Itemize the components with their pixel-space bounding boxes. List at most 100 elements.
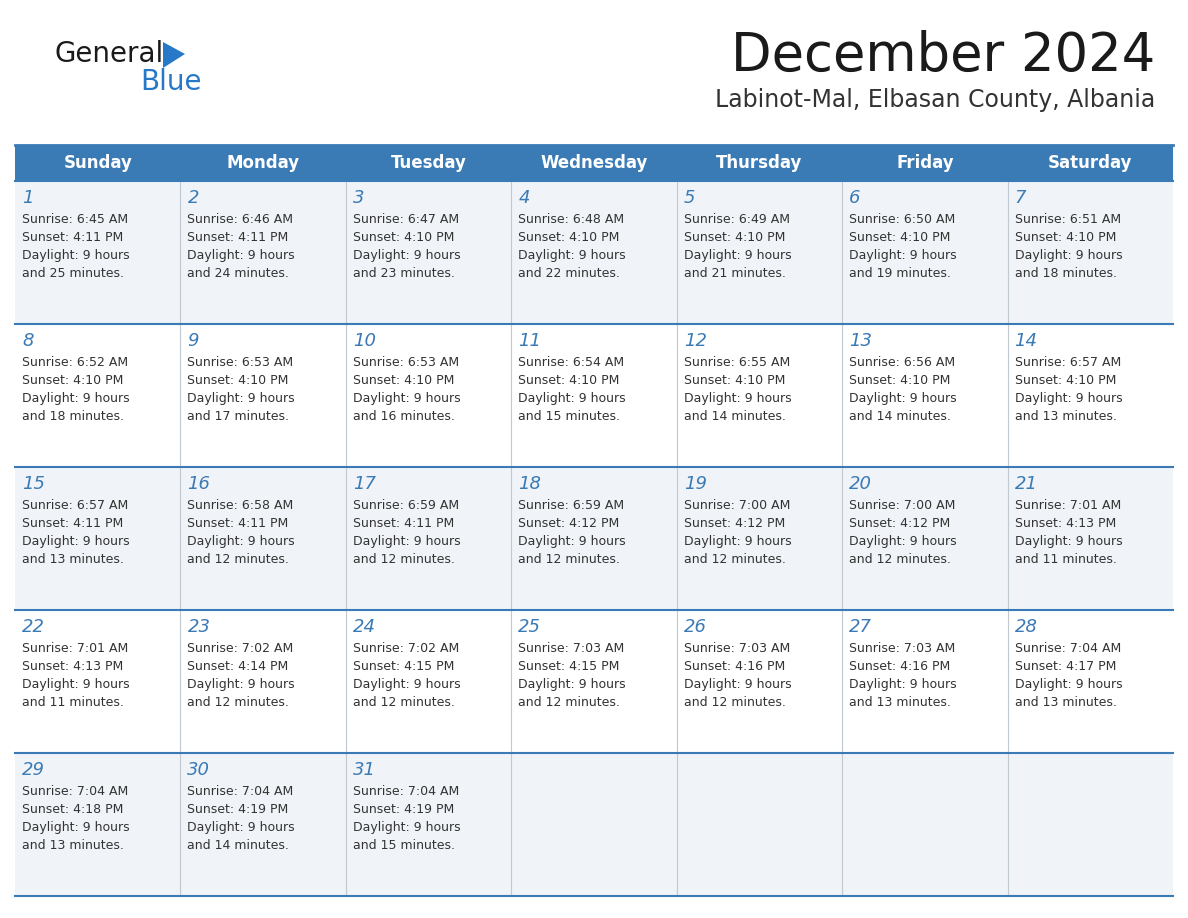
Text: Sunset: 4:10 PM: Sunset: 4:10 PM [518, 374, 620, 387]
Text: Sunset: 4:12 PM: Sunset: 4:12 PM [684, 517, 785, 530]
Text: Daylight: 9 hours: Daylight: 9 hours [849, 678, 956, 691]
Text: Sunrise: 6:51 AM: Sunrise: 6:51 AM [1015, 213, 1120, 226]
Text: Sunrise: 7:02 AM: Sunrise: 7:02 AM [188, 642, 293, 655]
Text: 10: 10 [353, 332, 375, 350]
Text: Saturday: Saturday [1048, 154, 1132, 172]
Polygon shape [163, 42, 185, 68]
Text: and 13 minutes.: and 13 minutes. [1015, 696, 1117, 709]
Text: and 22 minutes.: and 22 minutes. [518, 267, 620, 280]
Text: and 11 minutes.: and 11 minutes. [1015, 553, 1117, 566]
Text: Daylight: 9 hours: Daylight: 9 hours [23, 249, 129, 262]
Text: Sunrise: 6:47 AM: Sunrise: 6:47 AM [353, 213, 459, 226]
Text: Sunset: 4:10 PM: Sunset: 4:10 PM [353, 231, 454, 244]
Text: and 18 minutes.: and 18 minutes. [23, 410, 124, 423]
Text: Sunset: 4:10 PM: Sunset: 4:10 PM [353, 374, 454, 387]
Text: 16: 16 [188, 475, 210, 493]
Text: Sunrise: 7:04 AM: Sunrise: 7:04 AM [353, 785, 459, 798]
Text: 6: 6 [849, 189, 860, 207]
Text: Monday: Monday [227, 154, 299, 172]
Text: and 12 minutes.: and 12 minutes. [684, 553, 785, 566]
Text: and 12 minutes.: and 12 minutes. [353, 553, 455, 566]
Text: Sunset: 4:11 PM: Sunset: 4:11 PM [188, 517, 289, 530]
Text: 15: 15 [23, 475, 45, 493]
Text: Sunrise: 7:04 AM: Sunrise: 7:04 AM [1015, 642, 1120, 655]
Text: Sunset: 4:16 PM: Sunset: 4:16 PM [684, 660, 785, 673]
Text: 12: 12 [684, 332, 707, 350]
Text: Sunrise: 7:02 AM: Sunrise: 7:02 AM [353, 642, 459, 655]
Text: 1: 1 [23, 189, 33, 207]
Text: Sunrise: 6:58 AM: Sunrise: 6:58 AM [188, 499, 293, 512]
Text: Sunrise: 6:50 AM: Sunrise: 6:50 AM [849, 213, 955, 226]
Text: and 12 minutes.: and 12 minutes. [684, 696, 785, 709]
Text: 23: 23 [188, 618, 210, 636]
Text: Daylight: 9 hours: Daylight: 9 hours [1015, 678, 1123, 691]
Text: and 16 minutes.: and 16 minutes. [353, 410, 455, 423]
Text: Sunrise: 7:00 AM: Sunrise: 7:00 AM [849, 499, 955, 512]
Text: 11: 11 [518, 332, 542, 350]
Text: Thursday: Thursday [716, 154, 803, 172]
Text: Sunset: 4:10 PM: Sunset: 4:10 PM [849, 231, 950, 244]
Text: Sunset: 4:10 PM: Sunset: 4:10 PM [1015, 374, 1116, 387]
Text: 8: 8 [23, 332, 33, 350]
Text: 19: 19 [684, 475, 707, 493]
Text: and 18 minutes.: and 18 minutes. [1015, 267, 1117, 280]
Text: 25: 25 [518, 618, 542, 636]
Text: and 14 minutes.: and 14 minutes. [188, 839, 290, 852]
Text: 14: 14 [1015, 332, 1037, 350]
Text: Daylight: 9 hours: Daylight: 9 hours [188, 249, 295, 262]
Text: 4: 4 [518, 189, 530, 207]
Text: 20: 20 [849, 475, 872, 493]
Bar [15, 610, 1173, 753]
Text: Sunset: 4:16 PM: Sunset: 4:16 PM [849, 660, 950, 673]
Text: and 15 minutes.: and 15 minutes. [353, 839, 455, 852]
Text: Sunset: 4:18 PM: Sunset: 4:18 PM [23, 803, 124, 816]
Text: Sunset: 4:14 PM: Sunset: 4:14 PM [188, 660, 289, 673]
Text: Sunrise: 7:01 AM: Sunrise: 7:01 AM [1015, 499, 1120, 512]
Text: Sunset: 4:10 PM: Sunset: 4:10 PM [1015, 231, 1116, 244]
Text: and 12 minutes.: and 12 minutes. [188, 553, 290, 566]
Text: and 17 minutes.: and 17 minutes. [188, 410, 290, 423]
Text: and 14 minutes.: and 14 minutes. [684, 410, 785, 423]
Text: Daylight: 9 hours: Daylight: 9 hours [684, 678, 791, 691]
Text: 18: 18 [518, 475, 542, 493]
Text: 26: 26 [684, 618, 707, 636]
Text: Sunset: 4:11 PM: Sunset: 4:11 PM [23, 231, 124, 244]
Text: Sunrise: 7:00 AM: Sunrise: 7:00 AM [684, 499, 790, 512]
Text: Daylight: 9 hours: Daylight: 9 hours [518, 249, 626, 262]
Text: Daylight: 9 hours: Daylight: 9 hours [684, 535, 791, 548]
Text: Sunset: 4:10 PM: Sunset: 4:10 PM [518, 231, 620, 244]
Text: Sunrise: 6:48 AM: Sunrise: 6:48 AM [518, 213, 625, 226]
Text: Sunset: 4:11 PM: Sunset: 4:11 PM [188, 231, 289, 244]
Text: Daylight: 9 hours: Daylight: 9 hours [518, 678, 626, 691]
Text: Daylight: 9 hours: Daylight: 9 hours [353, 535, 461, 548]
Bar [15, 324, 1173, 467]
Text: 3: 3 [353, 189, 365, 207]
Text: Blue: Blue [140, 68, 202, 96]
Text: Sunrise: 6:57 AM: Sunrise: 6:57 AM [1015, 356, 1120, 369]
Text: Sunrise: 6:59 AM: Sunrise: 6:59 AM [518, 499, 625, 512]
Text: and 19 minutes.: and 19 minutes. [849, 267, 952, 280]
Bar [15, 753, 1173, 896]
Text: Daylight: 9 hours: Daylight: 9 hours [23, 392, 129, 405]
Text: Sunrise: 7:01 AM: Sunrise: 7:01 AM [23, 642, 128, 655]
Text: 30: 30 [188, 761, 210, 779]
Text: Daylight: 9 hours: Daylight: 9 hours [188, 535, 295, 548]
Text: 24: 24 [353, 618, 375, 636]
Text: Labinot-Mal, Elbasan County, Albania: Labinot-Mal, Elbasan County, Albania [715, 88, 1155, 112]
Text: and 24 minutes.: and 24 minutes. [188, 267, 290, 280]
Text: Sunrise: 6:56 AM: Sunrise: 6:56 AM [849, 356, 955, 369]
Text: Daylight: 9 hours: Daylight: 9 hours [353, 821, 461, 834]
Text: Sunset: 4:19 PM: Sunset: 4:19 PM [353, 803, 454, 816]
Text: Daylight: 9 hours: Daylight: 9 hours [684, 392, 791, 405]
Text: and 13 minutes.: and 13 minutes. [849, 696, 952, 709]
Text: Sunrise: 6:45 AM: Sunrise: 6:45 AM [23, 213, 128, 226]
Text: December 2024: December 2024 [731, 30, 1155, 82]
Text: 5: 5 [684, 189, 695, 207]
Text: and 15 minutes.: and 15 minutes. [518, 410, 620, 423]
Bar [15, 467, 1173, 610]
Text: Sunset: 4:10 PM: Sunset: 4:10 PM [188, 374, 289, 387]
Text: Daylight: 9 hours: Daylight: 9 hours [1015, 392, 1123, 405]
Text: Sunset: 4:12 PM: Sunset: 4:12 PM [518, 517, 619, 530]
Text: Sunset: 4:11 PM: Sunset: 4:11 PM [23, 517, 124, 530]
Text: and 11 minutes.: and 11 minutes. [23, 696, 124, 709]
